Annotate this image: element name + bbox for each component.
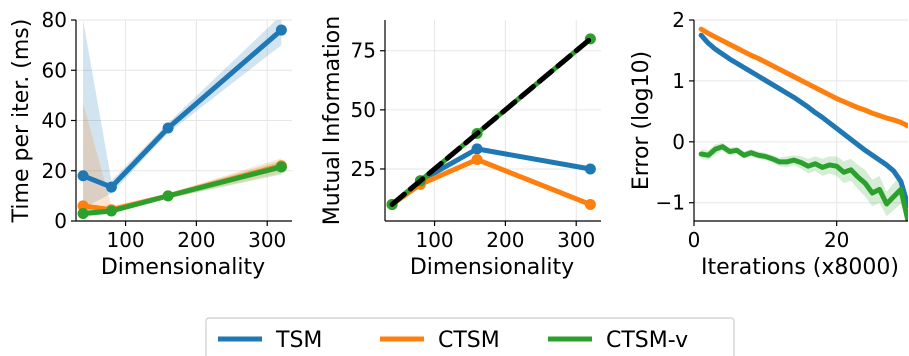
point-tsm <box>162 122 174 134</box>
y-tick-label: 20 <box>42 159 67 183</box>
chart-mutual-information: 100 200 300 25 50 75 Dimensionality Mutual Info… <box>320 16 601 280</box>
plot-area <box>77 20 287 219</box>
plot-area <box>386 33 596 210</box>
x-axis-label: Iterations (x8000) <box>701 255 899 280</box>
x-tick-label: 100 <box>106 228 144 252</box>
y-tick-label: 2 <box>672 8 685 32</box>
legend-label-tsm: TSM <box>275 328 322 353</box>
series-line-ctsm-v <box>80 164 284 216</box>
x-axis-label: Dimensionality <box>101 255 265 280</box>
point-ctsm-v <box>162 190 174 202</box>
x-tick-label: 20 <box>824 228 849 252</box>
x-tick-label: 300 <box>248 228 286 252</box>
y-tick-label: 75 <box>351 39 376 63</box>
series-line-reference <box>389 36 593 207</box>
y-tick-label: 80 <box>42 8 67 32</box>
series-line-tsm <box>698 32 908 209</box>
y-tick-label: 60 <box>42 58 67 82</box>
y-tick-label: −1 <box>656 191 685 215</box>
x-tick-label: 300 <box>557 228 595 252</box>
x-tick-label: 0 <box>688 228 701 252</box>
legend: TSM CTSM CTSM-v <box>205 317 735 356</box>
point-tsm <box>275 24 287 36</box>
point-tsm <box>77 170 89 182</box>
x-axis-label: Dimensionality <box>410 255 574 280</box>
y-tick-label: 0 <box>672 130 685 154</box>
legend-label-ctsm-v: CTSM-v <box>606 328 688 353</box>
point-ctsm <box>584 198 596 210</box>
point-tsm <box>584 163 596 175</box>
x-tick-label: 200 <box>486 228 524 252</box>
band-ctsm-v <box>701 143 908 221</box>
point-ctsm-v <box>77 207 89 219</box>
y-tick-label: 50 <box>351 98 376 122</box>
series-line-ctsm <box>698 26 908 129</box>
legend-frame <box>205 317 735 356</box>
x-tick-label: 100 <box>415 228 453 252</box>
chart-time-per-iteration: 100 200 300 0 20 40 60 80 Dimensionality Time per… <box>9 8 292 280</box>
y-axis-label: Time per iter. (ms) <box>9 19 34 224</box>
y-tick-label: 40 <box>42 109 67 133</box>
series-line-ctsm-v <box>698 144 908 221</box>
point-tsm <box>471 143 483 155</box>
point-ctsm <box>77 200 89 212</box>
point-ctsm <box>471 154 483 166</box>
y-tick-label: 0 <box>54 209 67 233</box>
y-tick-label: 1 <box>672 69 685 93</box>
y-axis-label: Error (log10) <box>629 51 654 190</box>
legend-label-ctsm: CTSM <box>438 328 500 353</box>
plot-area <box>698 26 908 221</box>
x-tick-label: 200 <box>177 228 215 252</box>
series-line-tsm <box>80 27 284 190</box>
point-ctsm-v <box>105 205 117 217</box>
point-tsm <box>105 181 117 193</box>
y-axis-label: Mutual Information <box>320 16 345 225</box>
point-ctsm-v <box>275 161 287 173</box>
y-tick-label: 25 <box>351 157 376 181</box>
